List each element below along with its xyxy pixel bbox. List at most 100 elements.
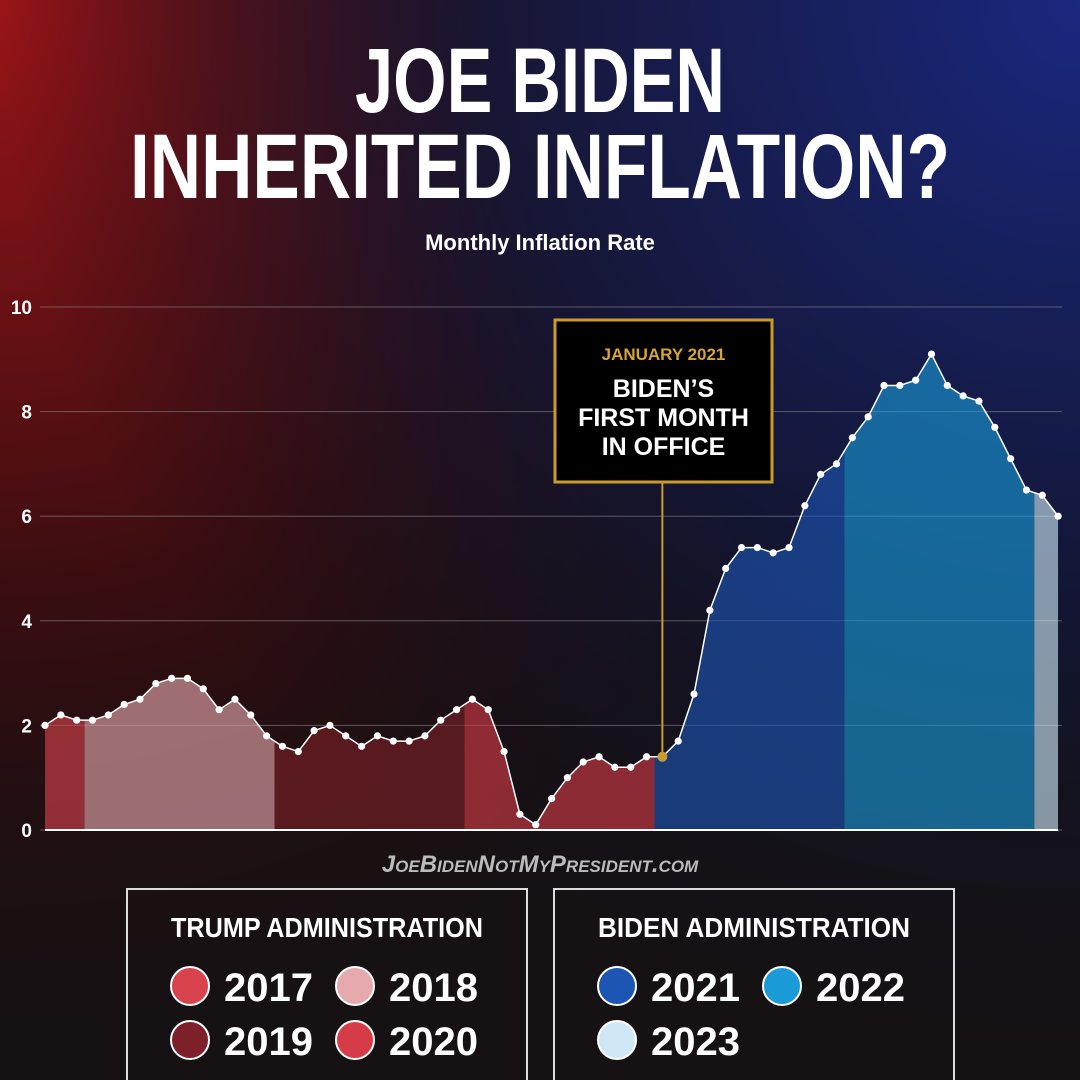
data-point [959, 392, 967, 400]
legend: TRUMP ADMINISTRATION 2017 2018 2019 2020 BIDE… [170, 912, 910, 1064]
year-band [464, 699, 655, 830]
data-point [468, 695, 477, 703]
watermark: JoeBidenNotMyPresident.com [382, 851, 699, 878]
y-tick-label: 2 [21, 716, 32, 737]
data-point [326, 721, 334, 730]
data-point [943, 381, 951, 390]
y-tick-label: 6 [21, 507, 32, 528]
data-point [310, 727, 318, 735]
data-point [73, 716, 81, 724]
data-point [896, 381, 904, 390]
data-point [912, 376, 920, 384]
data-point [136, 695, 144, 703]
data-point [532, 821, 540, 829]
annotation-text: IN OFFICE [602, 433, 726, 461]
legend-label: 2022 [816, 966, 905, 1010]
data-point [848, 434, 856, 442]
legend-label: 2021 [651, 966, 740, 1010]
data-point [373, 732, 382, 740]
data-point [231, 695, 239, 703]
data-point [120, 700, 128, 709]
annotation-dot [657, 751, 668, 762]
data-point [722, 564, 730, 573]
data-point [199, 685, 207, 693]
legend-swatch [170, 966, 210, 1006]
year-band [84, 678, 275, 830]
data-point [263, 732, 271, 740]
legend-title: TRUMP ADMINISTRATION [171, 912, 483, 943]
data-point [437, 716, 445, 724]
data-point [484, 706, 492, 714]
data-point [41, 721, 49, 730]
data-point [452, 706, 461, 714]
annotation-text: BIDEN’S [613, 375, 714, 403]
data-point [1022, 486, 1031, 494]
data-point [611, 763, 619, 771]
legend-box [553, 888, 955, 1080]
data-point [500, 747, 508, 756]
legend-label: 2017 [224, 966, 313, 1010]
data-point [294, 747, 302, 756]
legend-title: BIDEN ADMINISTRATION [598, 912, 910, 943]
data-point [737, 543, 746, 552]
data-point [975, 397, 983, 405]
legend-label: 2019 [224, 1020, 313, 1064]
year-band [1034, 492, 1059, 830]
data-point [1038, 491, 1046, 499]
data-point [785, 543, 793, 552]
data-point [690, 690, 698, 698]
data-point [706, 606, 714, 614]
data-point [817, 470, 825, 478]
data-point [627, 763, 635, 771]
legend-swatch [335, 1020, 375, 1060]
title-line: JOE BIDEN [355, 30, 725, 132]
legend-swatch [762, 966, 802, 1006]
year-band [844, 354, 1035, 830]
data-point [547, 795, 556, 803]
data-point [278, 742, 287, 750]
data-point [168, 674, 176, 682]
annotation-text: FIRST MONTH [578, 404, 749, 432]
annotation-box [553, 318, 774, 484]
y-tick-label: 10 [11, 298, 32, 319]
y-tick-label: 0 [21, 821, 32, 842]
data-point [880, 381, 888, 390]
year-band [274, 704, 465, 830]
data-point [88, 716, 97, 724]
legend-label: 2020 [389, 1020, 478, 1064]
year-band [45, 714, 85, 830]
legend-label: 2023 [651, 1020, 740, 1064]
data-point [152, 679, 160, 688]
data-point [421, 732, 429, 740]
legend-swatch [597, 1020, 637, 1060]
data-point [215, 706, 223, 714]
data-point [801, 502, 809, 510]
title-line: INHERITED INFLATION? [130, 116, 950, 218]
data-point [183, 674, 192, 682]
legend-swatch [597, 966, 637, 1006]
data-point [1054, 512, 1062, 520]
data-point [57, 711, 65, 719]
legend-swatch [170, 1020, 210, 1060]
annotation-title: JANUARY 2021 [602, 345, 726, 364]
data-point [247, 711, 255, 719]
data-point [753, 543, 761, 552]
data-point [642, 753, 651, 761]
data-point [595, 753, 603, 761]
data-point [579, 758, 587, 766]
data-point [104, 711, 112, 719]
data-point [832, 460, 841, 468]
subtitle: Monthly Inflation Rate [425, 230, 655, 255]
data-point [405, 737, 413, 745]
data-point [864, 413, 872, 421]
data-point [674, 737, 682, 745]
data-point [927, 350, 936, 358]
legend-swatch [335, 966, 375, 1006]
year-band [654, 450, 845, 830]
legend-box [126, 888, 528, 1080]
data-point [991, 423, 999, 431]
data-point [358, 742, 366, 750]
data-point [342, 732, 350, 740]
